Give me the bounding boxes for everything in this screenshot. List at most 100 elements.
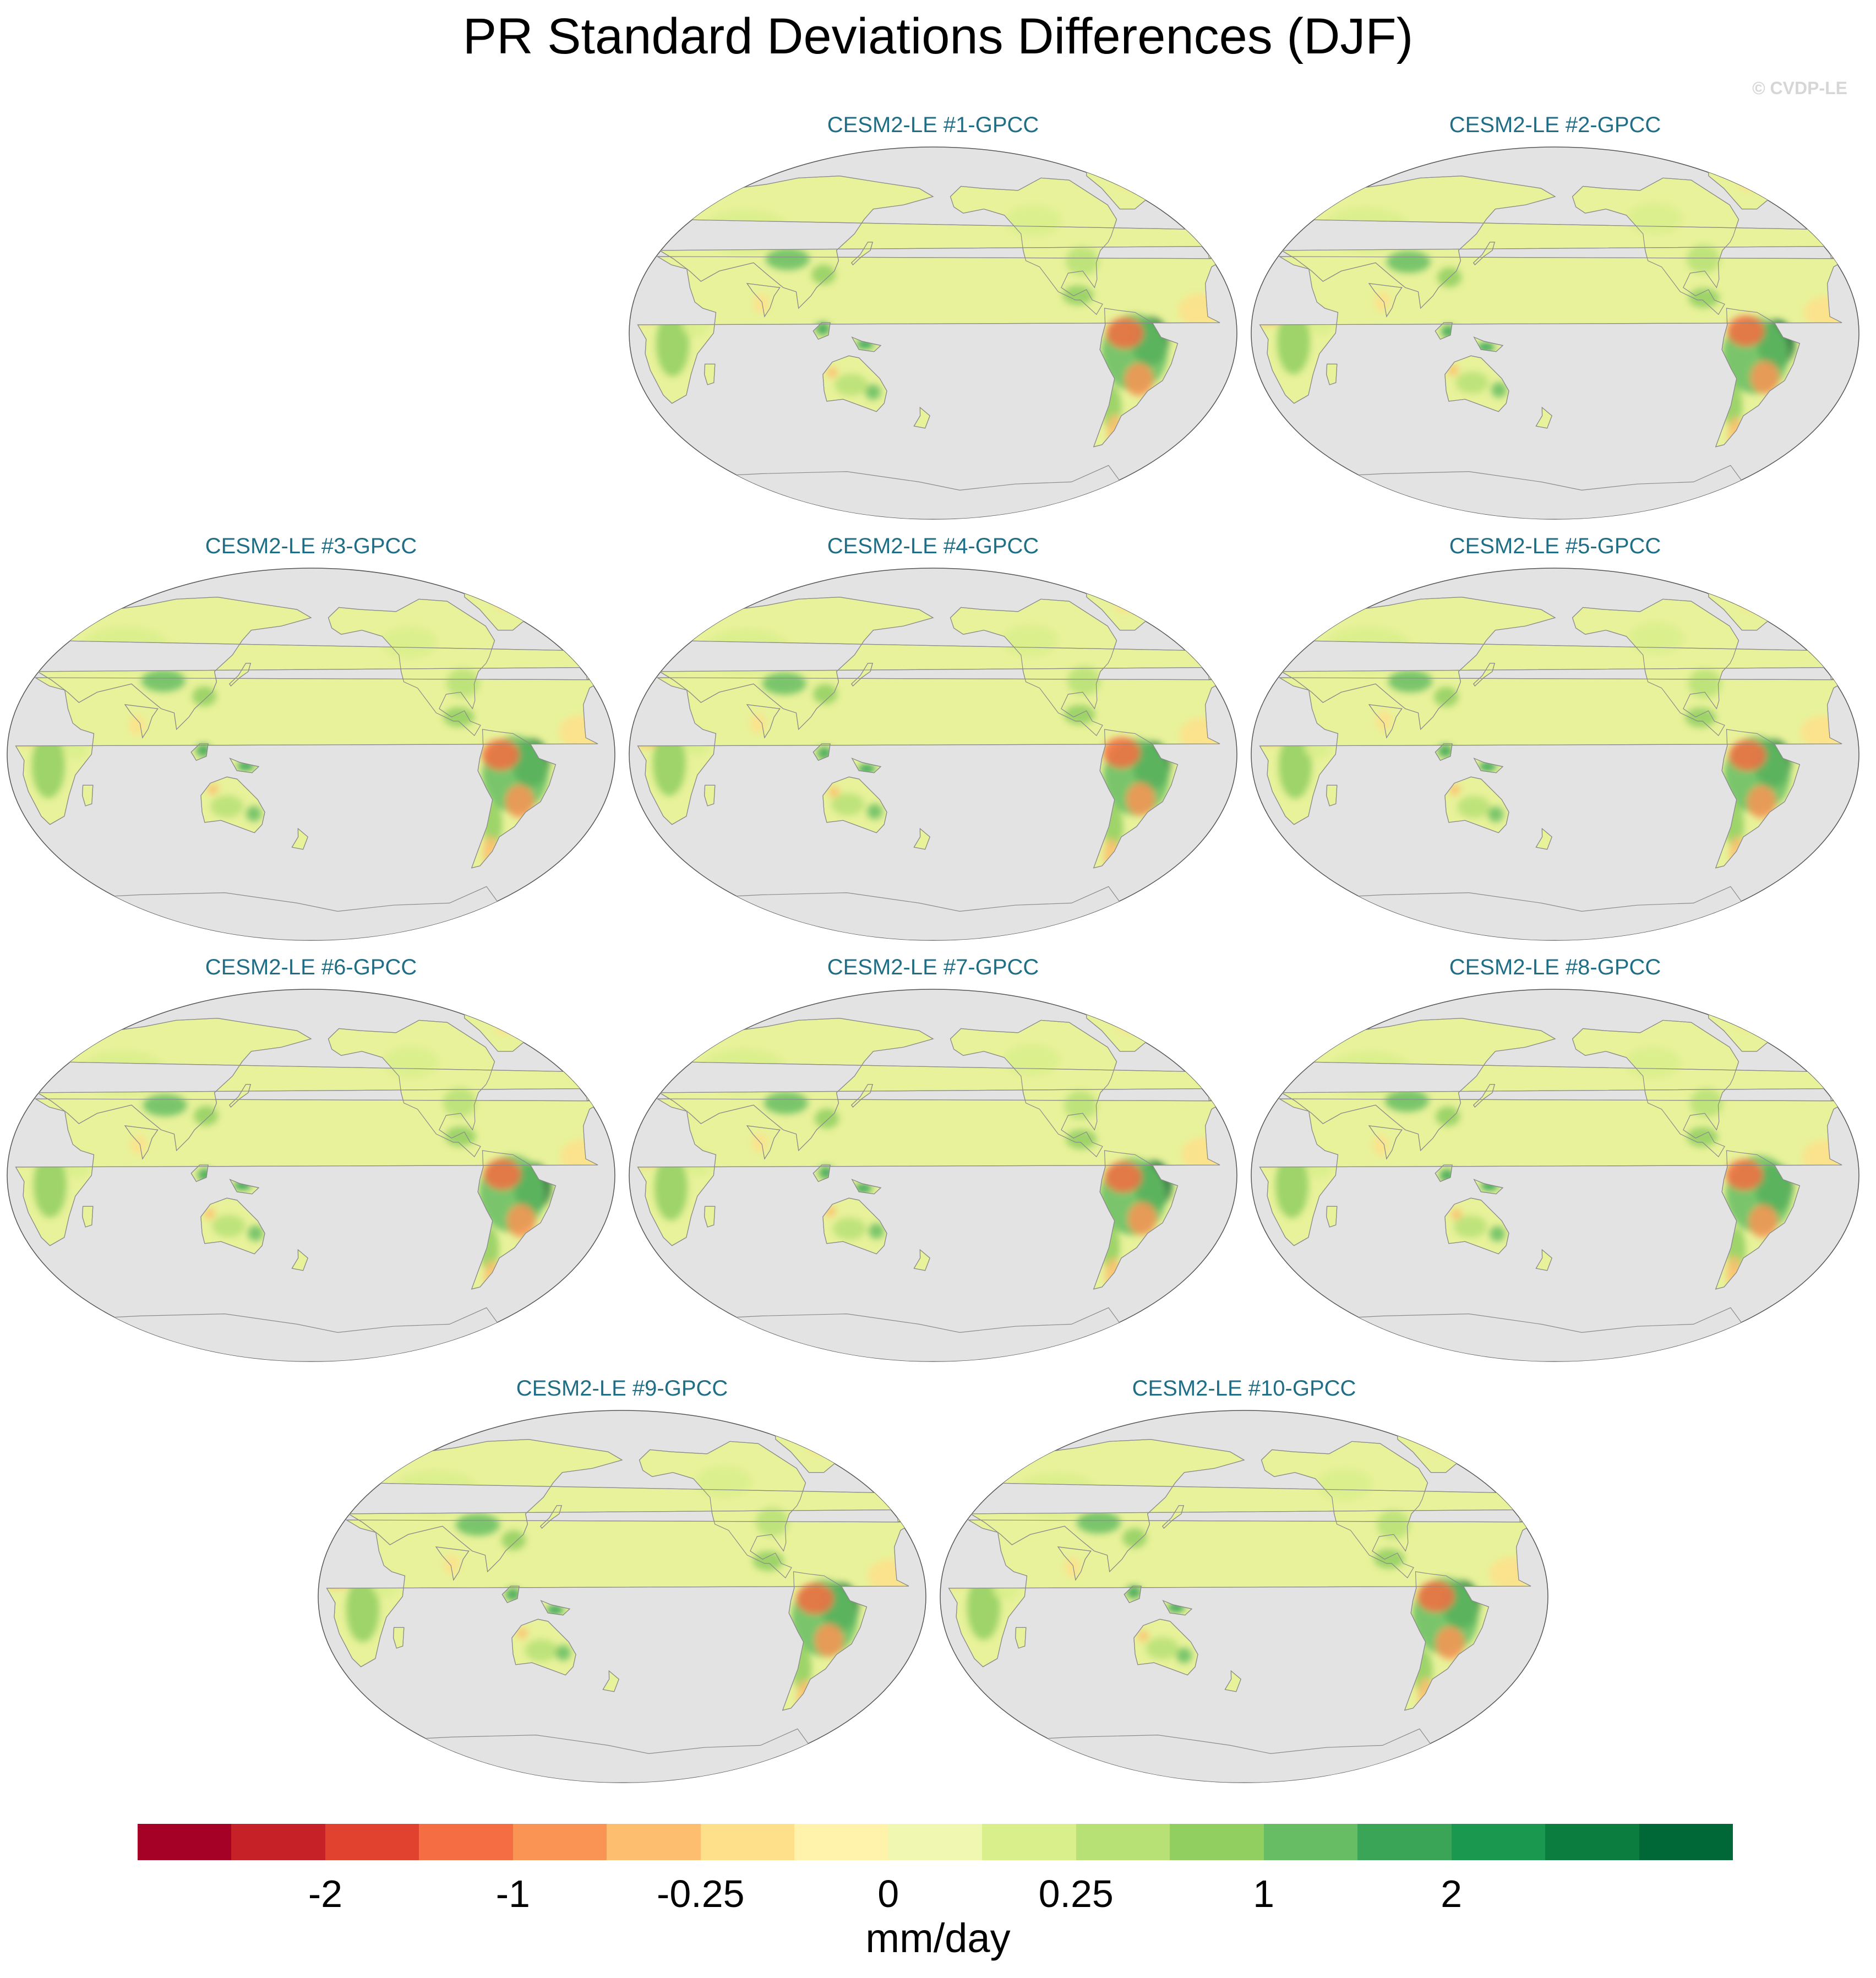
coastline [229, 1179, 260, 1195]
panel-title: CESM2-LE #10-GPCC [1132, 1376, 1356, 1401]
map-panel-7: CESM2-LE #7-GPCC [628, 955, 1239, 1363]
coastline [602, 1670, 619, 1692]
anomaly-patch [1275, 1152, 1308, 1218]
anomaly-patch [696, 1466, 751, 1497]
anomaly-patch [1386, 250, 1431, 273]
anomaly-patch [555, 1645, 571, 1661]
anomaly-patch [212, 1214, 246, 1237]
anomaly-patch [131, 1135, 147, 1155]
coastline [782, 1571, 868, 1711]
anomaly-patch [752, 1551, 784, 1571]
anomaly-patch [1490, 1226, 1506, 1242]
anomaly-patch [1727, 315, 1765, 346]
coastline [812, 322, 831, 340]
coastline [1015, 1627, 1027, 1649]
world-map [629, 989, 1237, 1362]
colorbar-tick-labels: -2 -1 -0.25 0 0.25 1 2 [138, 1872, 1733, 1921]
anomaly-patch [482, 739, 520, 770]
coastline [1093, 1150, 1179, 1290]
world-map [7, 568, 615, 941]
anomaly-patch [1373, 1549, 1405, 1569]
world-map [318, 1410, 926, 1783]
coastline [1124, 1585, 1142, 1604]
anomaly-patch [1749, 1205, 1778, 1238]
anomaly-patch [443, 1088, 477, 1117]
map-panel-1: CESM2-LE #1-GPCC [628, 113, 1239, 520]
coastline [471, 1150, 557, 1290]
anomaly-patch [248, 1225, 264, 1241]
coastline [851, 336, 882, 352]
coastline [746, 283, 781, 318]
coastline [913, 1249, 930, 1271]
anomaly-patch [194, 1105, 219, 1126]
coastline [229, 663, 251, 687]
anomaly-patch [1317, 1469, 1372, 1500]
coastline [326, 1519, 916, 1668]
coastline [1326, 784, 1338, 807]
panel-title: CESM2-LE #8-GPCC [1449, 955, 1661, 979]
anomaly-patch [1739, 179, 1759, 191]
colorbar-segment [1076, 1824, 1170, 1860]
coastline [540, 1600, 571, 1616]
coastline [511, 1619, 576, 1676]
anomaly-patch [1066, 1129, 1097, 1149]
anomaly-patch [383, 1047, 439, 1078]
anomaly-patch [507, 1204, 536, 1238]
anomaly-patch [1687, 1127, 1718, 1147]
coastline [15, 1098, 605, 1246]
world-map [629, 568, 1237, 941]
world-map [629, 146, 1237, 520]
coastline [1473, 758, 1504, 773]
anomaly-patch [207, 783, 219, 795]
anomaly-patch [1477, 342, 1495, 352]
coastline [1435, 1164, 1453, 1183]
coastline [1261, 1441, 1428, 1579]
anomaly-patch [1006, 205, 1061, 237]
anomaly-patch [143, 1094, 187, 1116]
anomaly-patch [1687, 244, 1720, 274]
anomaly-patch [445, 1126, 476, 1147]
anomaly-patch [967, 1573, 1000, 1640]
coastline [851, 1179, 882, 1195]
anomaly-patch [1450, 1208, 1462, 1220]
coastline [1435, 743, 1453, 761]
anomaly-patch [1457, 795, 1491, 818]
map-panel-10: CESM2-LE #10-GPCC [939, 1376, 1550, 1784]
anomaly-patch [1436, 1626, 1465, 1660]
anomaly-patch [869, 1223, 885, 1239]
anomaly-patch [32, 732, 65, 798]
anomaly-patch [764, 1092, 808, 1114]
anomaly-patch [1449, 784, 1460, 795]
coastline [200, 1197, 265, 1255]
coastline [1133, 1619, 1198, 1676]
map-panel-8: CESM2-LE #8-GPCC [1250, 955, 1861, 1363]
anomaly-patch [525, 1639, 558, 1661]
coastline [637, 256, 1227, 404]
coastline [501, 1585, 520, 1604]
coastline [1572, 1020, 1739, 1158]
anomaly-patch [1377, 1510, 1410, 1539]
anomaly-patch [1437, 744, 1453, 758]
anomaly-patch [1737, 1018, 1758, 1030]
anomaly-patch [1628, 623, 1684, 654]
coastline [950, 1020, 1117, 1158]
anomaly-patch [346, 1576, 379, 1642]
coastline [704, 363, 716, 385]
anomaly-patch [750, 713, 766, 733]
colorbar-segment [1639, 1824, 1733, 1860]
coastline [746, 704, 781, 739]
coastline [851, 1084, 873, 1108]
coastline [822, 776, 887, 833]
colorbar-segment [794, 1824, 888, 1860]
coastline [1473, 336, 1504, 352]
anomaly-patch [444, 1554, 460, 1574]
anomaly-patch [333, 1478, 366, 1505]
coastline [1473, 1084, 1495, 1108]
coastline [81, 784, 94, 807]
coastline [1326, 363, 1338, 385]
anomaly-patch [1067, 666, 1101, 695]
coastline [540, 1505, 562, 1529]
anomaly-patch [1417, 1581, 1455, 1612]
coastline [1368, 1125, 1403, 1160]
anomaly-patch [1146, 1637, 1179, 1659]
